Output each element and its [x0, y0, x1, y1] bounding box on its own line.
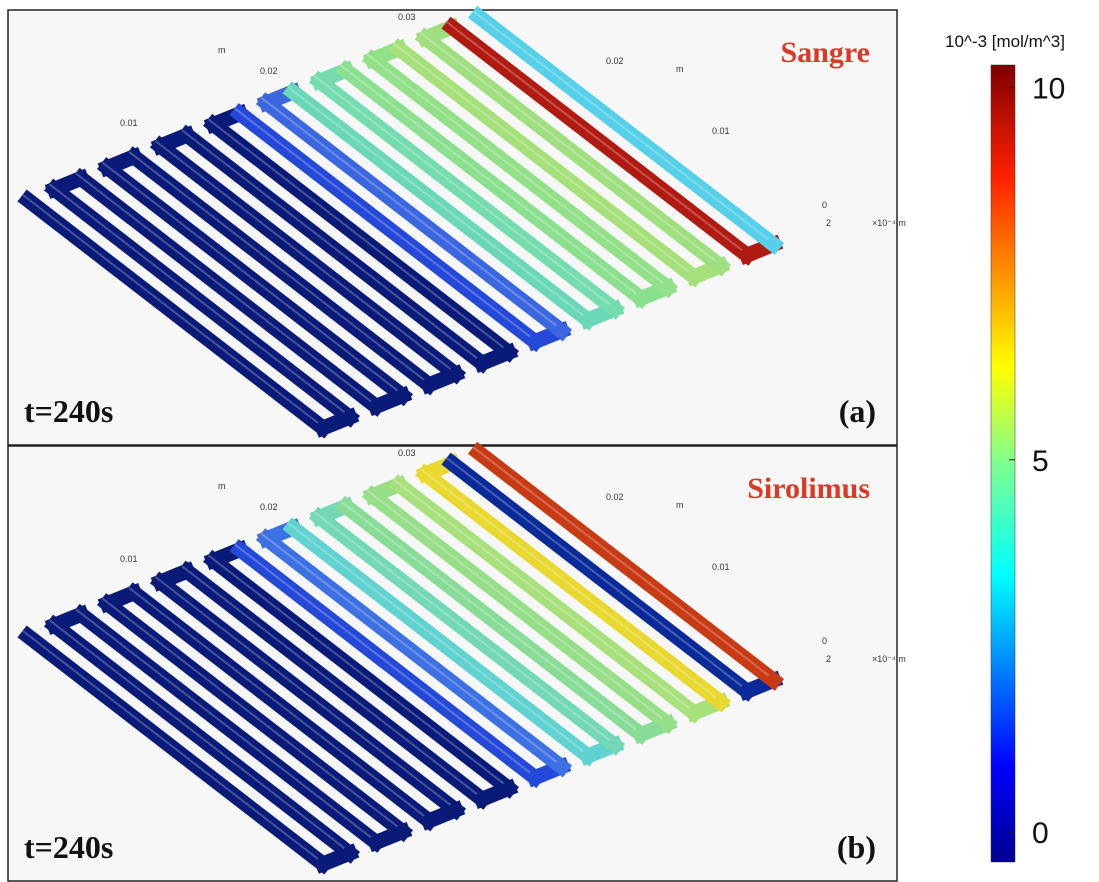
- colorbar-tick-label: 5: [1032, 445, 1049, 478]
- colorbar-tick-label: 10: [1032, 72, 1065, 105]
- axis-label: 0.03: [398, 448, 416, 458]
- colorbar: [991, 65, 1015, 862]
- axis-label: ×10⁻⁴ m: [872, 218, 906, 228]
- axis-label: 2: [826, 654, 831, 664]
- time-label: t=240s: [24, 829, 113, 865]
- axis-label: 0.02: [606, 56, 624, 66]
- axis-label: 0.01: [712, 562, 730, 572]
- axis-label: 0.01: [120, 118, 138, 128]
- axis-label: m: [676, 64, 684, 74]
- axis-label: 0.02: [260, 66, 278, 76]
- axis-label: 0.03: [398, 12, 416, 22]
- axis-label: 0: [822, 636, 827, 646]
- axis-label: 0: [822, 200, 827, 210]
- axis-label: 2: [826, 218, 831, 228]
- axis-label: 0.02: [606, 492, 624, 502]
- colorbar-ticks: 0 5 10: [1009, 72, 1065, 850]
- axis-label: 0.01: [712, 126, 730, 136]
- figure: 0.03 m 0.02 0.01 0.02 m 0.01 0 2 ×10⁻⁴ m Sangre t=2…: [0, 0, 1099, 882]
- colorbar-title: 10^-3 [mol/m^3]: [945, 32, 1065, 51]
- panel-label: (a): [839, 393, 876, 429]
- axis-label: m: [676, 500, 684, 510]
- species-label: Sangre: [781, 36, 870, 69]
- axis-label: m: [218, 481, 226, 491]
- axis-label: ×10⁻⁴ m: [872, 654, 906, 664]
- panel-label: (b): [837, 829, 876, 865]
- axis-label: 0.01: [120, 554, 138, 564]
- species-label: Sirolimus: [747, 472, 870, 505]
- time-label: t=240s: [24, 393, 113, 429]
- colorbar-tick-label: 0: [1032, 817, 1049, 850]
- axis-label: m: [218, 45, 226, 55]
- axis-label: 0.02: [260, 502, 278, 512]
